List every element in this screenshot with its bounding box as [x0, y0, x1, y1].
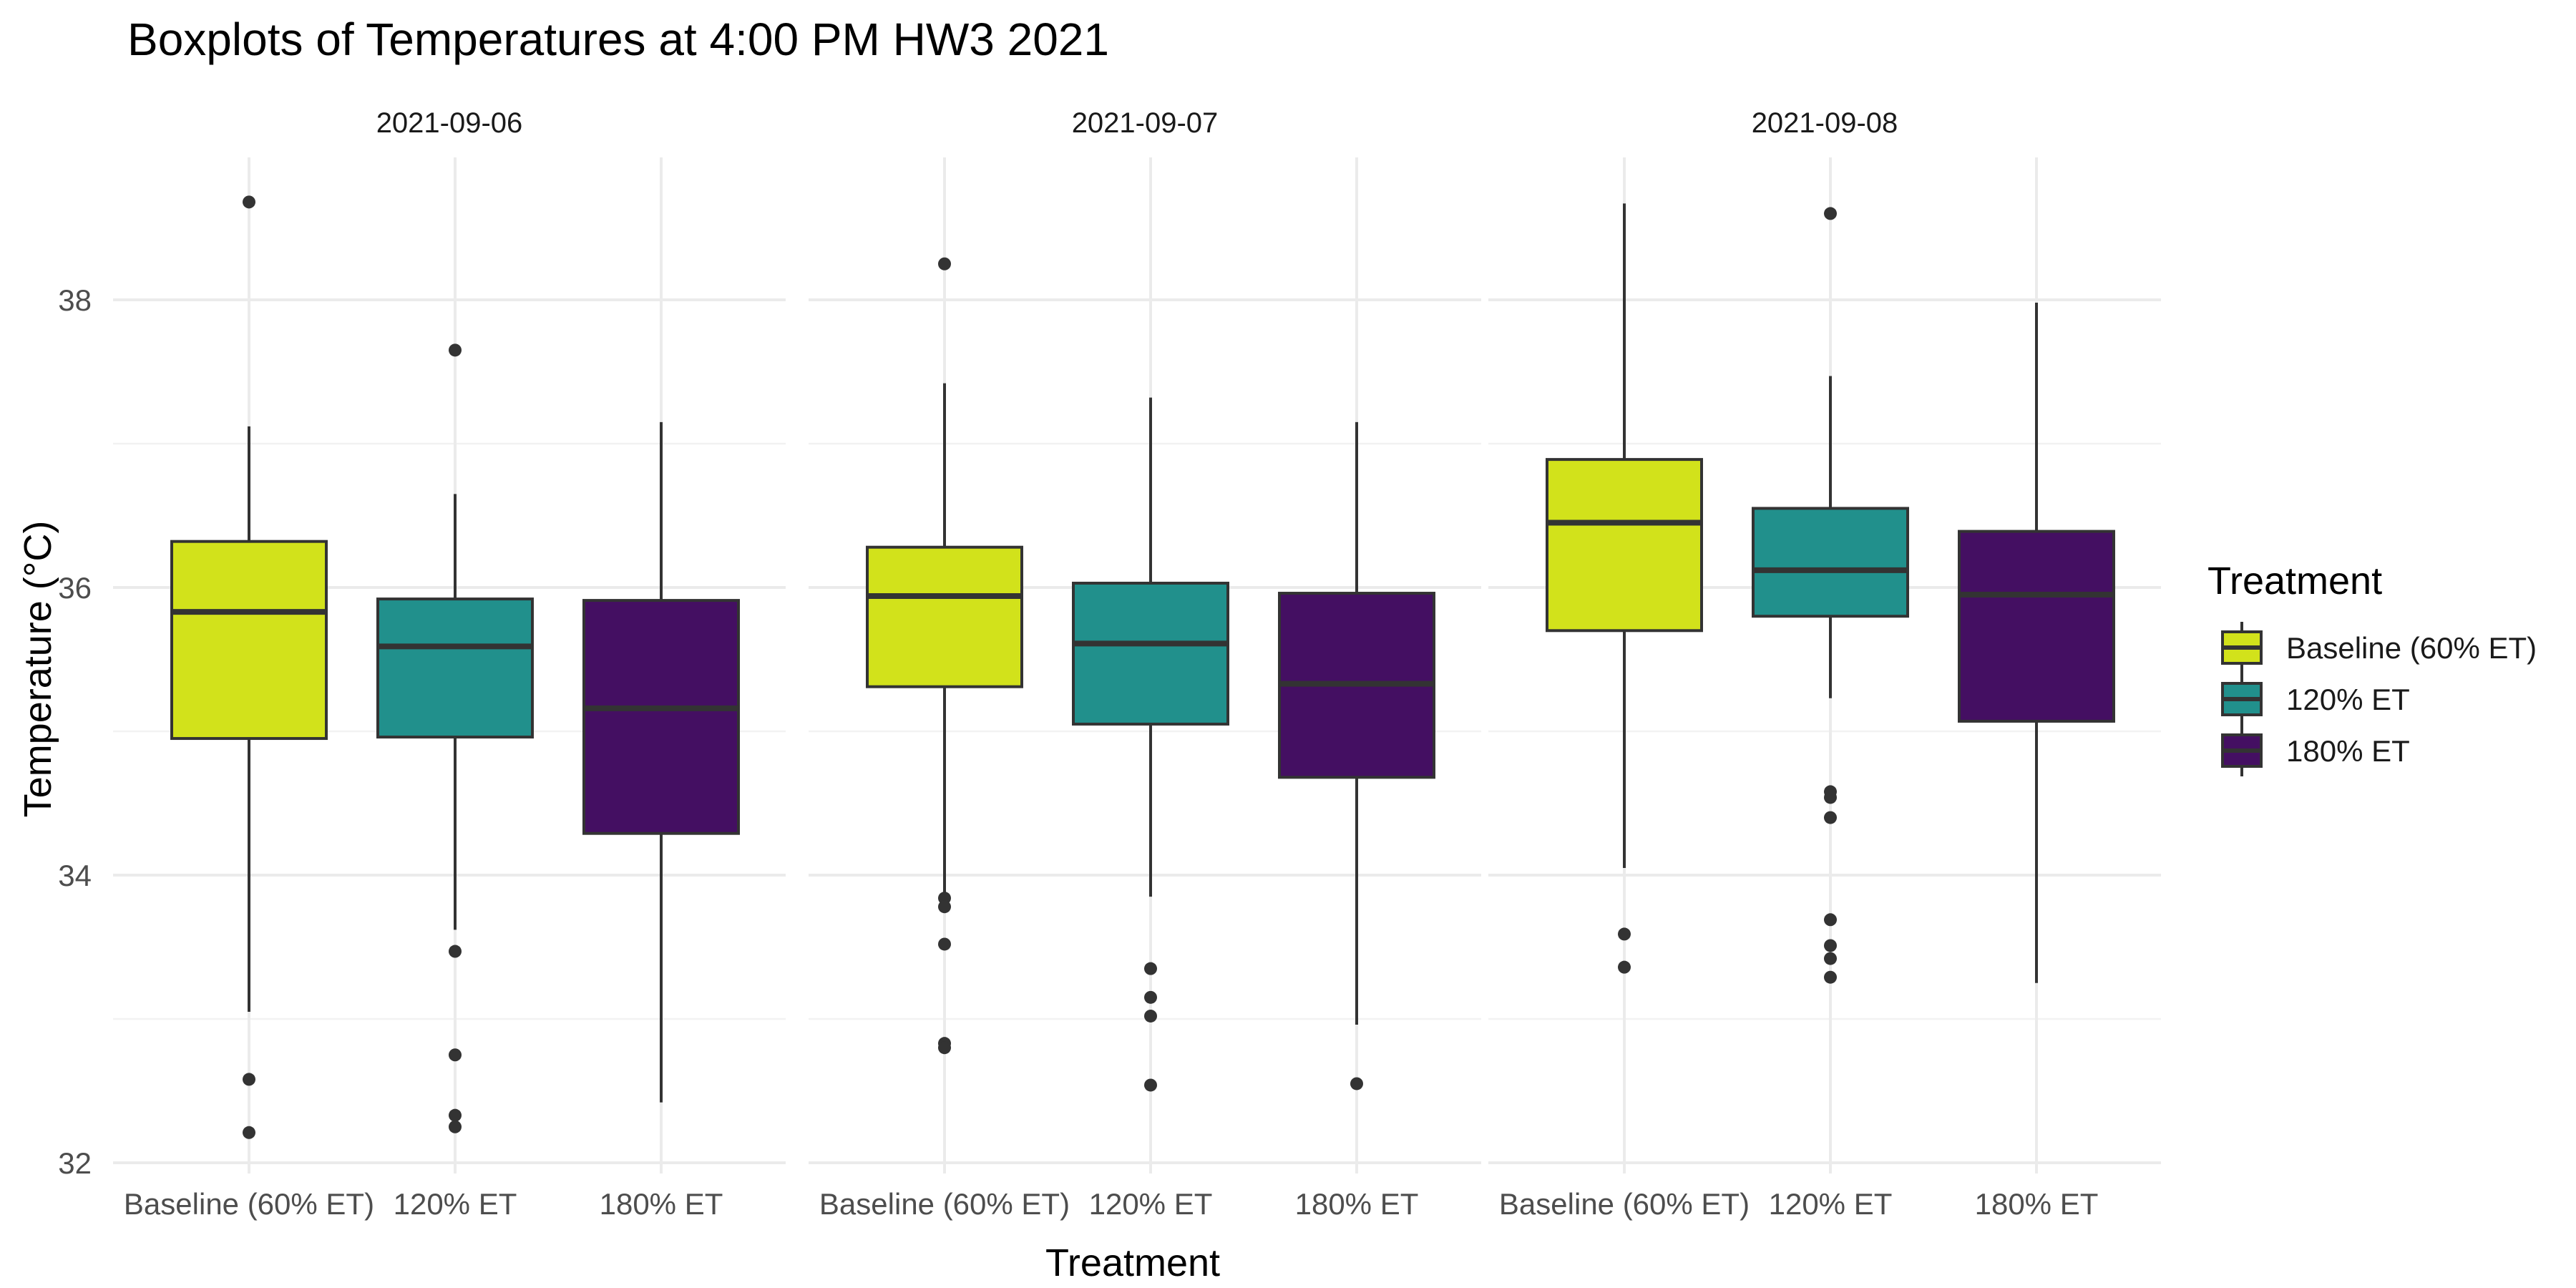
outlier-point [938, 1041, 951, 1055]
outlier-point [449, 1120, 462, 1133]
outlier-point [1824, 913, 1837, 927]
x-axis-title: Treatment [1045, 1241, 1220, 1284]
outlier-point [449, 1108, 462, 1122]
facet-panel-2021-09-07: 2021-09-07 Baseline (60% ET) 120% ET 180% E… [809, 107, 1481, 1221]
facet-panel-2021-09-06: 2021-09-06 Baseline (60% ET) 120% ET 180% E… [113, 107, 786, 1221]
legend-item: Baseline (60% ET) [2221, 622, 2537, 673]
legend-item: 180% ET [2221, 725, 2410, 776]
x-tick-label: 180% ET [1975, 1187, 2099, 1221]
legend-label: 180% ET [2286, 734, 2410, 768]
boxplot-120% ET [1752, 207, 1909, 984]
boxplot-180% ET [1278, 421, 1435, 1091]
boxplot-Baseline (60% ET) [866, 257, 1023, 1055]
boxplot-180% ET [1958, 303, 2115, 983]
outlier-point [1824, 207, 1837, 220]
x-tick-label: Baseline (60% ET) [819, 1187, 1070, 1221]
iqr-box [1546, 458, 1703, 633]
outlier-point [243, 1126, 255, 1139]
facet-strip-label: 2021-09-07 [1072, 107, 1219, 139]
facet-panels: 2021-09-06 Baseline (60% ET) 120% ET 180% E… [113, 107, 2161, 1221]
facet-strip-label: 2021-09-08 [1752, 107, 1898, 139]
outlier-point [1824, 791, 1837, 804]
y-tick-label: 34 [58, 859, 92, 892]
outlier-point [1144, 1078, 1157, 1092]
x-tick-label: Baseline (60% ET) [124, 1187, 374, 1221]
iqr-box [1958, 530, 2115, 723]
x-tick-label: 180% ET [1295, 1187, 1419, 1221]
x-tick-label: Baseline (60% ET) [1499, 1187, 1750, 1221]
outlier-point [938, 257, 951, 270]
legend-label: 120% ET [2286, 683, 2410, 716]
legend-label: Baseline (60% ET) [2286, 631, 2537, 665]
outlier-point [1618, 927, 1631, 941]
outlier-point [1824, 939, 1837, 952]
outlier-point [1144, 990, 1157, 1004]
legend-title: Treatment [2207, 560, 2382, 602]
iqr-box [582, 599, 740, 835]
outlier-point [1618, 960, 1631, 974]
x-tick-label: 120% ET [1769, 1187, 1893, 1221]
outlier-point [1824, 811, 1837, 824]
outlier-point [449, 945, 462, 958]
iqr-box [170, 540, 328, 741]
y-tick-label: 36 [58, 571, 92, 605]
outlier-point [1350, 1077, 1363, 1091]
facet-strip-label: 2021-09-06 [376, 107, 523, 139]
outlier-point [1144, 962, 1157, 975]
x-tick-label: 120% ET [1089, 1187, 1213, 1221]
chart-title: Boxplots of Temperatures at 4:00 PM HW3 … [127, 14, 1109, 65]
x-tick-label: 120% ET [394, 1187, 517, 1221]
outlier-point [938, 900, 951, 914]
y-tick-label: 32 [58, 1146, 92, 1180]
legend-item: 120% ET [2221, 673, 2410, 725]
legend: Treatment Baseline (60% ET) 120% ET 180% E… [2207, 560, 2537, 776]
outlier-point [938, 937, 951, 951]
iqr-box [1752, 507, 1909, 618]
y-tick-label: 38 [58, 283, 92, 317]
x-tick-label: 180% ET [600, 1187, 723, 1221]
boxplot-120% ET [376, 343, 534, 1133]
boxplot-180% ET [582, 421, 740, 1103]
outlier-point [449, 1048, 462, 1062]
outlier-point [449, 343, 462, 357]
y-axis: 32 34 36 38 [58, 283, 92, 1180]
boxplot-120% ET [1072, 397, 1229, 1092]
iqr-box [376, 597, 534, 739]
boxplot-Baseline (60% ET) [170, 195, 328, 1139]
iqr-box [1072, 581, 1229, 726]
facet-panel-2021-09-08: 2021-09-08 Baseline (60% ET) 120% ET 180% E… [1488, 107, 2161, 1221]
iqr-box [866, 545, 1023, 688]
outlier-point [1144, 1009, 1157, 1023]
outlier-point [1824, 952, 1837, 965]
y-axis-title: Temperature (°C) [16, 521, 59, 818]
outlier-point [243, 195, 255, 209]
boxplot-Baseline (60% ET) [1546, 203, 1703, 974]
outlier-point [243, 1073, 255, 1086]
outlier-point [1824, 970, 1837, 984]
